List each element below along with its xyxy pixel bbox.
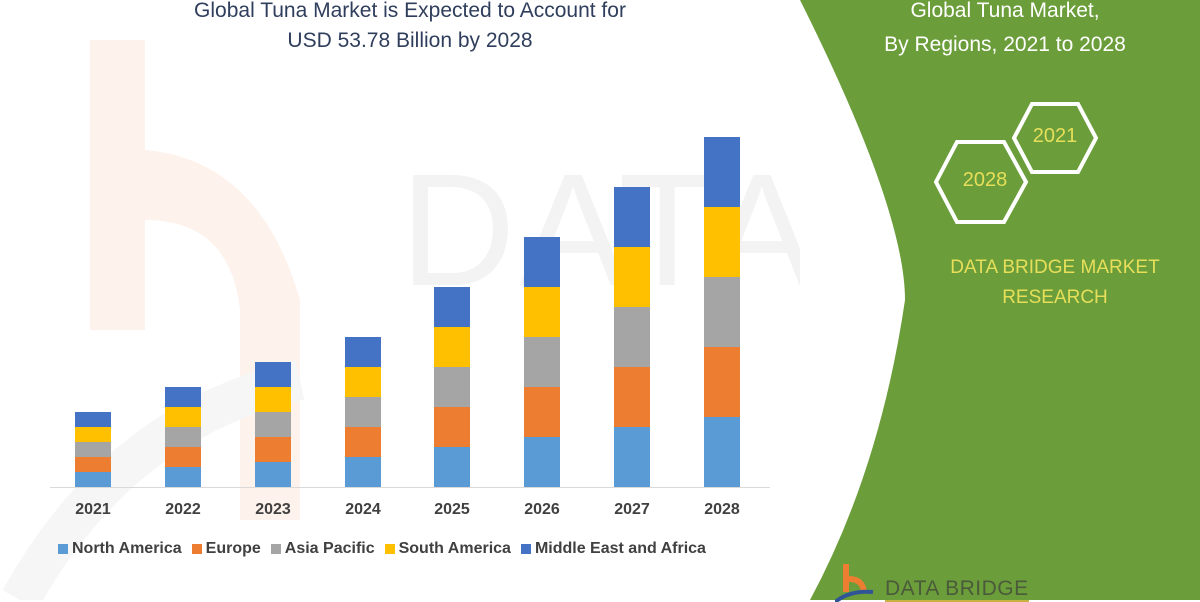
- bar-segment-asia-pacific: [614, 307, 650, 367]
- bar-segment-south-america: [614, 247, 650, 307]
- logo-text: DATA BRIDGE: [885, 577, 1029, 602]
- bar-segment-asia-pacific: [704, 277, 740, 347]
- bar-segment-asia-pacific: [165, 427, 201, 447]
- legend-swatch-icon: [58, 544, 68, 554]
- x-tick-label: 2028: [704, 501, 740, 518]
- brand-line2: RESEARCH: [1002, 287, 1108, 308]
- bar-segment-europe: [345, 427, 381, 457]
- hex-label-2028: 2028: [962, 169, 1008, 191]
- x-axis-line: [50, 487, 770, 488]
- bar-segment-asia-pacific: [524, 337, 560, 387]
- legend-item: South America: [384, 540, 511, 558]
- x-tick-label: 2027: [614, 501, 650, 518]
- stacked-bar-chart: North America Europe Asia Pacific South Ame…: [50, 137, 770, 558]
- bar-2022: [165, 387, 201, 487]
- bar-segment-middle-east-and-africa: [524, 237, 560, 287]
- bar-segment-europe: [255, 437, 291, 462]
- bar-segment-asia-pacific: [255, 412, 291, 437]
- legend-label: South America: [398, 540, 511, 557]
- bar-segment-europe: [614, 367, 650, 427]
- company-logo: DATA BRIDGE: [835, 562, 1029, 602]
- x-tick-label: 2026: [524, 501, 560, 518]
- legend-item: Asia Pacific: [270, 540, 375, 558]
- bar-segment-south-america: [434, 327, 470, 367]
- x-tick-label: 2025: [434, 501, 470, 518]
- bar-segment-europe: [434, 407, 470, 447]
- bar-segment-north-america: [434, 447, 470, 487]
- bar-segment-north-america: [255, 462, 291, 487]
- legend-label: Asia Pacific: [284, 540, 375, 557]
- legend-swatch-icon: [191, 544, 202, 554]
- chart-title: Global Tuna Market is Expected to Accoun…: [130, 0, 690, 56]
- bar-2026: [524, 237, 560, 487]
- bar-2023: [255, 362, 291, 487]
- bar-segment-europe: [524, 387, 560, 437]
- bar-segment-north-america: [75, 472, 111, 487]
- legend-label: Europe: [205, 540, 261, 557]
- legend-label: Middle East and Africa: [534, 540, 706, 557]
- bar-segment-asia-pacific: [345, 397, 381, 427]
- hex-label-2021: 2021: [1032, 125, 1078, 147]
- x-tick-label: 2023: [255, 501, 291, 518]
- x-tick-label: 2021: [75, 501, 111, 518]
- chart-title-line2: USD 53.78 Billion by 2028: [287, 29, 533, 52]
- bar-segment-north-america: [345, 457, 381, 487]
- bar-2025: [434, 287, 470, 487]
- bar-segment-middle-east-and-africa: [255, 362, 291, 387]
- chart-title-line1: Global Tuna Market is Expected to Accoun…: [194, 0, 626, 22]
- side-panel-title: Global Tuna Market, By Regions, 2021 to …: [850, 0, 1160, 62]
- bar-segment-europe: [75, 457, 111, 472]
- legend-swatch-icon: [270, 544, 281, 554]
- bar-segment-middle-east-and-africa: [165, 387, 201, 407]
- legend-item: North America: [58, 540, 182, 558]
- bar-segment-europe: [165, 447, 201, 467]
- chart-legend: North America Europe Asia Pacific South Ame…: [58, 540, 706, 558]
- legend-label: North America: [72, 540, 182, 557]
- bar-segment-middle-east-and-africa: [614, 187, 650, 247]
- bar-segment-north-america: [165, 467, 201, 487]
- bar-segment-asia-pacific: [434, 367, 470, 407]
- bar-segment-south-america: [345, 367, 381, 397]
- bar-segment-asia-pacific: [75, 442, 111, 457]
- side-title-line2: By Regions, 2021 to 2028: [884, 33, 1126, 56]
- bar-2028: [704, 137, 740, 487]
- legend-item: Europe: [191, 540, 261, 558]
- bar-2027: [614, 187, 650, 487]
- bar-segment-north-america: [524, 437, 560, 487]
- bar-segment-south-america: [704, 207, 740, 277]
- bar-segment-south-america: [524, 287, 560, 337]
- bar-segment-middle-east-and-africa: [434, 287, 470, 327]
- bar-segment-south-america: [165, 407, 201, 427]
- bar-segment-middle-east-and-africa: [345, 337, 381, 367]
- bar-segment-south-america: [255, 387, 291, 412]
- x-tick-label: 2022: [165, 501, 201, 518]
- bar-segment-middle-east-and-africa: [704, 137, 740, 207]
- hexagon-2028-icon: [933, 140, 1029, 224]
- bar-2021: [75, 412, 111, 487]
- bar-segment-north-america: [614, 427, 650, 487]
- bar-segment-south-america: [75, 427, 111, 442]
- bar-2024: [345, 337, 381, 487]
- side-title-line1: Global Tuna Market,: [910, 0, 1100, 22]
- logo-mark-icon: [835, 564, 874, 602]
- legend-swatch-icon: [520, 544, 531, 554]
- brand-line1: DATA BRIDGE MARKET: [950, 257, 1160, 278]
- brand-name: DATA BRIDGE MARKET RESEARCH: [905, 253, 1200, 313]
- bar-segment-middle-east-and-africa: [75, 412, 111, 427]
- x-tick-label: 2024: [345, 501, 381, 518]
- bar-segment-europe: [704, 347, 740, 417]
- bar-segment-north-america: [704, 417, 740, 487]
- legend-swatch-icon: [384, 544, 395, 554]
- hexagon-2021-icon: [1011, 102, 1099, 174]
- legend-item: Middle East and Africa: [520, 540, 706, 558]
